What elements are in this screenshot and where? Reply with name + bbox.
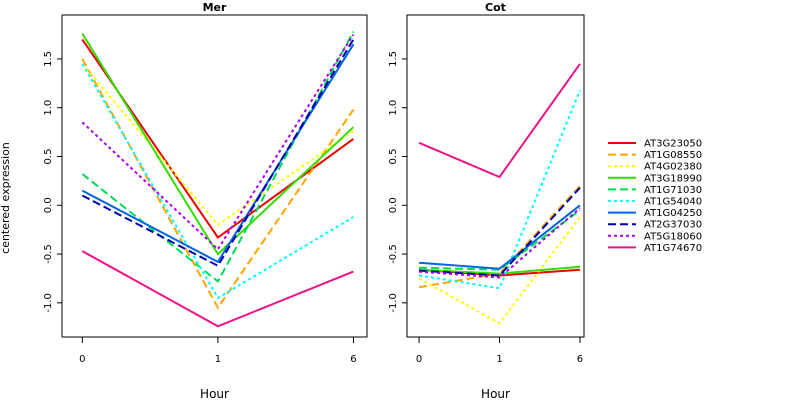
series-line-at1g04250 <box>81 43 355 264</box>
panels: Mer -1.0 -0.5 0.0 0.5 1.0 1.5 0 1 6 Hour Cot -1.0 -0.… <box>43 1 585 400</box>
x-tick-label: 0 <box>416 354 422 365</box>
series-line-at5g18060 <box>81 33 355 251</box>
legend-label: AT5G18060 <box>644 231 702 242</box>
y-tick-label: 0.5 <box>388 149 399 165</box>
panel-mer: Mer -1.0 -0.5 0.0 0.5 1.0 1.5 0 1 6 Hour <box>43 1 368 400</box>
legend-item: AT2G37030 <box>608 220 702 231</box>
legend-label: AT1G04250 <box>644 208 702 219</box>
legend-item: AT3G23050 <box>608 139 702 150</box>
y-tick-label: -1.0 <box>388 293 399 313</box>
y-axis-label: centered expression <box>0 142 12 254</box>
series-line-at4g02380 <box>418 216 581 325</box>
y-tick-label: 0.0 <box>43 197 54 213</box>
y-tick-label: 0.5 <box>43 149 54 165</box>
y-tick-label: -0.5 <box>43 244 54 264</box>
series-line-at1g54040 <box>418 89 581 290</box>
y-tick-label: 1.5 <box>388 51 399 67</box>
series-line-at4g02380 <box>81 63 354 227</box>
legend-item: AT1G54040 <box>608 197 702 208</box>
series-line-at3g18990 <box>81 32 355 256</box>
plot-frame <box>406 14 585 338</box>
legend: AT3G23050AT1G08550AT4G02380AT3G18990AT1G… <box>608 139 702 254</box>
y-tick-label: -0.5 <box>388 244 399 264</box>
legend-item: AT5G18060 <box>608 231 702 242</box>
series-line-at1g08550 <box>418 185 581 289</box>
series-line-at1g74670 <box>418 63 581 179</box>
legend-item: AT1G08550 <box>608 150 702 161</box>
x-tick-label: 1 <box>496 354 502 365</box>
series-line-at1g08550 <box>81 58 355 310</box>
legend-label: AT1G08550 <box>644 150 702 161</box>
y-tick-label: 0.0 <box>388 197 399 213</box>
x-tick-label: 6 <box>350 354 356 365</box>
legend-item: AT1G04250 <box>608 208 702 219</box>
panel-title: Mer <box>203 1 227 14</box>
legend-item: AT3G18990 <box>608 173 702 184</box>
series-line-at1g71030 <box>419 209 581 271</box>
y-tick-label: -1.0 <box>43 293 54 313</box>
x-tick-label: 6 <box>577 354 583 365</box>
series-line-at2g37030 <box>419 187 581 277</box>
legend-label: AT3G23050 <box>644 139 702 150</box>
series-line-at5g18060 <box>419 207 581 279</box>
x-axis-label: Hour <box>200 387 229 400</box>
series-line-at1g04250 <box>419 204 581 270</box>
y-tick-label: 1.0 <box>388 100 399 116</box>
x-tick-label: 0 <box>79 354 85 365</box>
legend-label: AT3G18990 <box>644 173 702 184</box>
legend-label: AT1G74670 <box>644 243 702 254</box>
legend-item: AT1G74670 <box>608 243 702 254</box>
panel-title: Cot <box>485 1 506 14</box>
series-line-at3g18990 <box>419 265 581 275</box>
series-line-at1g54040 <box>81 63 354 300</box>
y-tick-label: 1.0 <box>43 100 54 116</box>
plot-frame <box>61 14 368 338</box>
legend-label: AT2G37030 <box>644 220 702 231</box>
panel-cot: Cot -1.0 -0.5 0.0 0.5 1.0 1.5 0 1 6 Hour <box>388 1 585 400</box>
series-line-at3g23050 <box>81 38 354 239</box>
legend-label: AT1G71030 <box>644 185 702 196</box>
series-line-at1g74670 <box>81 250 354 328</box>
series-line-at1g71030 <box>81 31 355 283</box>
legend-item: AT4G02380 <box>608 162 702 173</box>
legend-label: AT4G02380 <box>644 162 702 173</box>
x-axis-label: Hour <box>481 387 510 400</box>
y-tick-label: 1.5 <box>43 51 54 67</box>
series-line-at2g37030 <box>81 38 355 268</box>
legend-label: AT1G54040 <box>644 197 702 208</box>
legend-item: AT1G71030 <box>608 185 702 196</box>
x-tick-label: 1 <box>215 354 221 365</box>
